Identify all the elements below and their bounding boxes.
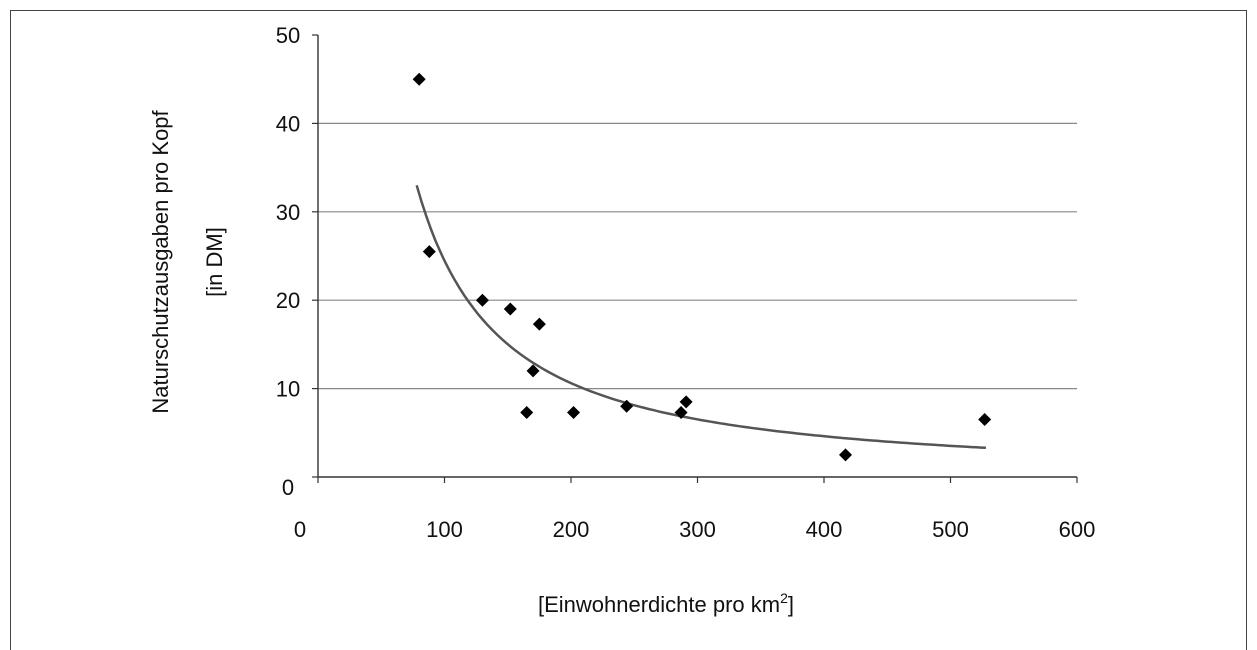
data-point: [532, 317, 546, 331]
y-tick-label: 30: [276, 200, 300, 225]
y-tick-label: 0: [282, 475, 294, 500]
x-axis-label-superscript: 2: [780, 590, 788, 606]
data-point: [422, 245, 436, 259]
data-point: [674, 405, 688, 419]
x-axis-label-end: ]: [788, 592, 794, 617]
y-tick-label: 40: [276, 111, 300, 136]
data-point: [412, 72, 426, 86]
y-tick-labels: 0 10 20 30 40 50: [276, 23, 300, 500]
gridlines: [318, 122, 1077, 390]
y-tick-label: 50: [276, 23, 300, 48]
x-tick-label: 600: [1059, 517, 1096, 542]
x-tick-label: 400: [806, 517, 843, 542]
data-point: [839, 448, 853, 462]
trend-line: [415, 184, 986, 450]
data-point: [978, 413, 992, 427]
data-points: [412, 72, 992, 462]
data-point: [520, 405, 534, 419]
x-tick-label: 500: [932, 517, 969, 542]
x-tick-label: 100: [426, 517, 463, 542]
x-axis-label: [Einwohnerdichte pro km2]: [538, 590, 794, 617]
x-axis-label-main: [Einwohnerdichte pro km: [538, 592, 780, 617]
x-tick-label: 200: [553, 517, 590, 542]
data-point: [475, 293, 489, 307]
data-point: [526, 364, 540, 378]
data-point: [679, 395, 693, 409]
scatter-chart: 0 100 200 300 400 500 600 0 10 20 30 40 50 Natursch…: [148, 23, 1095, 617]
data-point: [567, 405, 581, 419]
axes: [312, 34, 1078, 483]
y-axis-label-line1: Naturschutzausgaben pro Kopf: [148, 109, 173, 413]
data-point: [620, 399, 634, 413]
y-tick-label: 20: [276, 288, 300, 313]
x-tick-label: 0: [294, 517, 306, 542]
x-tick-label: 300: [679, 517, 716, 542]
x-tick-labels: 0 100 200 300 400 500 600: [294, 517, 1095, 542]
y-axis-label-line2: [in DM]: [202, 227, 227, 297]
chart-frame: [10, 10, 1247, 650]
y-tick-label: 10: [276, 377, 300, 402]
data-point: [503, 302, 517, 316]
